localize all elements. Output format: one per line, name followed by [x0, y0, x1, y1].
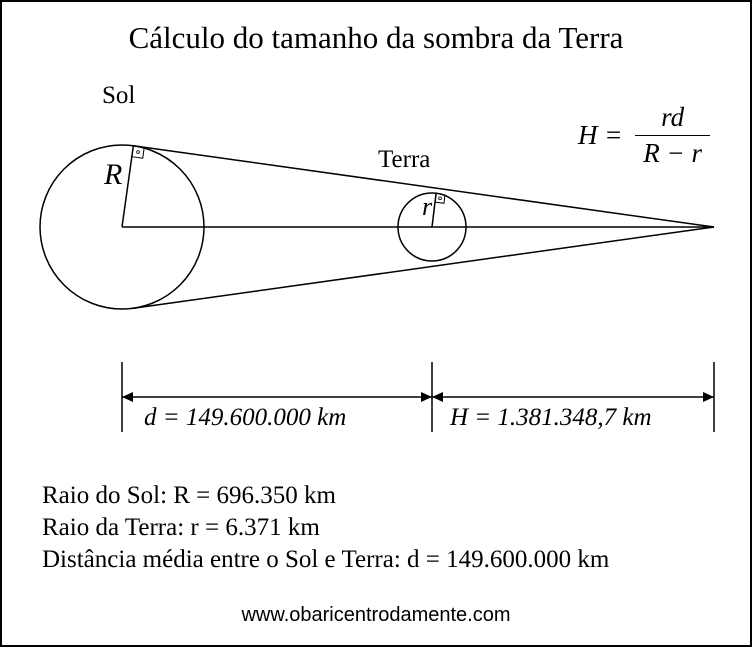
- diagram: [2, 2, 752, 649]
